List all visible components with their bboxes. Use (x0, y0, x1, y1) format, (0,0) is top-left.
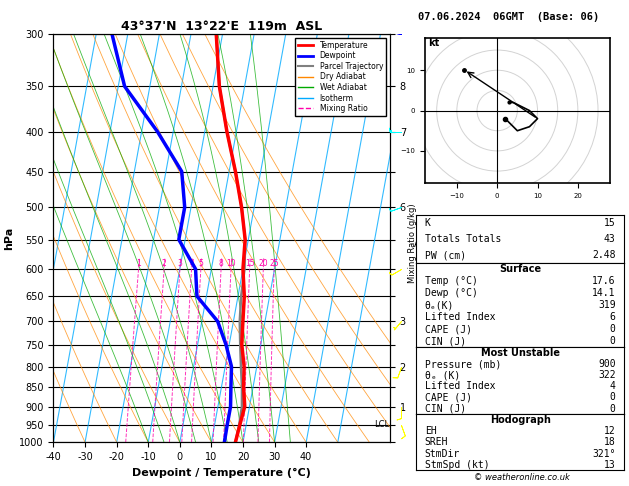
Text: 14.1: 14.1 (592, 288, 616, 298)
Text: θₑ(K): θₑ(K) (425, 300, 454, 311)
Text: 0: 0 (610, 336, 616, 347)
Text: Lifted Index: Lifted Index (425, 312, 495, 323)
Text: Dewp (°C): Dewp (°C) (425, 288, 477, 298)
Text: 18: 18 (604, 437, 616, 447)
Text: CIN (J): CIN (J) (425, 336, 466, 347)
Text: 8: 8 (219, 259, 223, 268)
Text: SREH: SREH (425, 437, 448, 447)
Text: θₑ (K): θₑ (K) (425, 370, 460, 380)
Text: EH: EH (425, 426, 437, 436)
Text: 15: 15 (245, 259, 255, 268)
Text: 2: 2 (162, 259, 167, 268)
Text: Pressure (mb): Pressure (mb) (425, 359, 501, 369)
Text: 2.48: 2.48 (592, 250, 616, 260)
Text: 321°: 321° (592, 449, 616, 458)
Text: Surface: Surface (499, 264, 541, 275)
Text: 13: 13 (604, 460, 616, 470)
Text: 6: 6 (610, 312, 616, 323)
Text: StmDir: StmDir (425, 449, 460, 458)
Text: PW (cm): PW (cm) (425, 250, 466, 260)
Text: Most Unstable: Most Unstable (481, 348, 560, 358)
Text: 0: 0 (610, 325, 616, 334)
Legend: Temperature, Dewpoint, Parcel Trajectory, Dry Adiabat, Wet Adiabat, Isotherm, Mi: Temperature, Dewpoint, Parcel Trajectory… (295, 38, 386, 116)
Text: 1: 1 (136, 259, 141, 268)
Text: CAPE (J): CAPE (J) (425, 392, 472, 402)
Text: Lifted Index: Lifted Index (425, 382, 495, 391)
Text: StmSpd (kt): StmSpd (kt) (425, 460, 489, 470)
Title: 43°37'N  13°22'E  119m  ASL: 43°37'N 13°22'E 119m ASL (121, 20, 322, 33)
Text: 322: 322 (598, 370, 616, 380)
Text: 10: 10 (226, 259, 236, 268)
Text: © weatheronline.co.uk: © weatheronline.co.uk (474, 473, 570, 482)
Text: Hodograph: Hodograph (490, 415, 550, 425)
Text: 900: 900 (598, 359, 616, 369)
Text: Totals Totals: Totals Totals (425, 234, 501, 244)
Text: K: K (425, 218, 431, 228)
Text: 0: 0 (610, 392, 616, 402)
Text: 25: 25 (269, 259, 279, 268)
Text: 5: 5 (199, 259, 203, 268)
Text: 20: 20 (259, 259, 268, 268)
Text: kt: kt (428, 38, 440, 48)
Text: 15: 15 (604, 218, 616, 228)
Text: 3: 3 (177, 259, 182, 268)
Text: 12: 12 (604, 426, 616, 436)
Text: Temp (°C): Temp (°C) (425, 277, 477, 286)
Text: 0: 0 (610, 403, 616, 414)
Text: LCL: LCL (374, 420, 389, 429)
Text: 43: 43 (604, 234, 616, 244)
Text: CIN (J): CIN (J) (425, 403, 466, 414)
Text: 07.06.2024  06GMT  (Base: 06): 07.06.2024 06GMT (Base: 06) (418, 12, 599, 22)
Text: CAPE (J): CAPE (J) (425, 325, 472, 334)
Text: 4: 4 (189, 259, 194, 268)
Text: Mixing Ratio (g/kg): Mixing Ratio (g/kg) (408, 203, 417, 283)
X-axis label: Dewpoint / Temperature (°C): Dewpoint / Temperature (°C) (132, 468, 311, 478)
Y-axis label: hPa: hPa (4, 226, 14, 250)
Text: 17.6: 17.6 (592, 277, 616, 286)
Y-axis label: km
ASL: km ASL (413, 227, 431, 249)
Text: 4: 4 (610, 382, 616, 391)
Text: 319: 319 (598, 300, 616, 311)
